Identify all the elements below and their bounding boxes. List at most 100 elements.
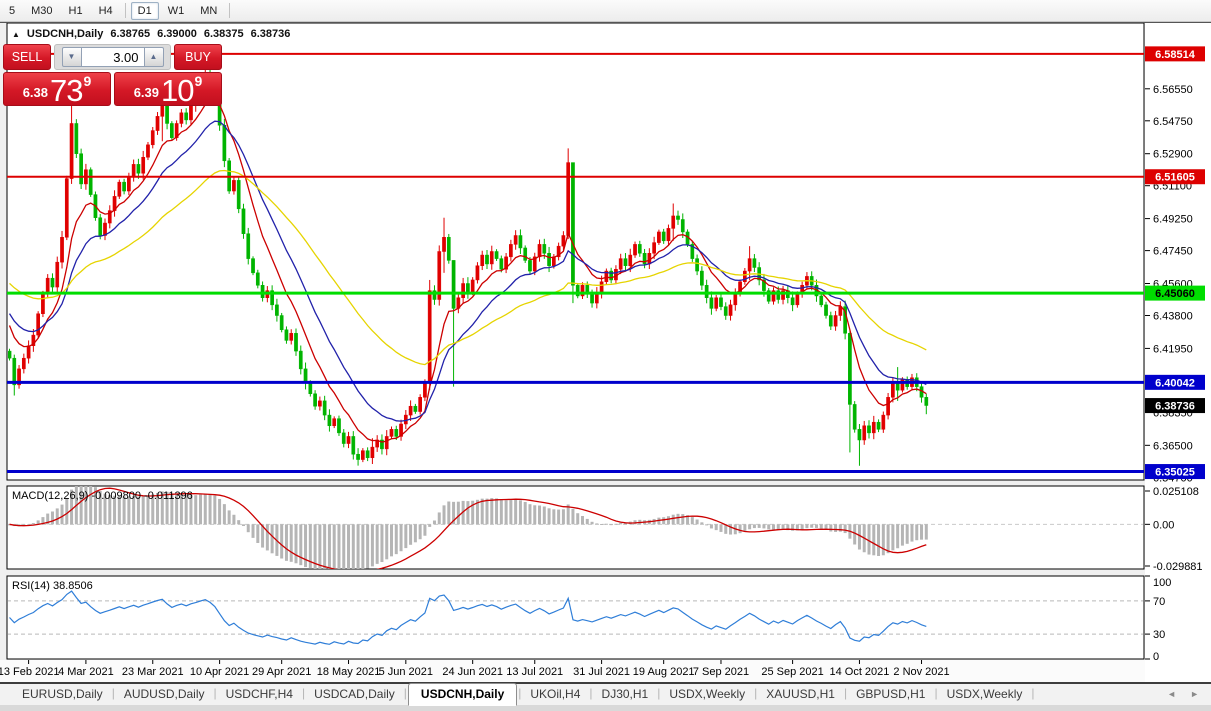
tab-separator: | [754, 686, 758, 700]
buy-price-big: 10 [161, 73, 194, 108]
ma-line-18 [8, 120, 927, 422]
price-axis: 6.565506.547506.529006.511006.492506.474… [1145, 84, 1193, 484]
tab-separator: | [657, 686, 661, 700]
macd-axis-label: -0.029881 [1153, 561, 1203, 573]
buy-price-tile[interactable]: 6.39 10 9 [114, 72, 222, 106]
date-label: 13 Feb 2021 [0, 666, 59, 678]
ma-line-9 [8, 98, 927, 443]
tab-ukoil-h4[interactable]: UKOil,H4 [530, 687, 581, 701]
tab-dj30-h1[interactable]: DJ30,H1 [601, 687, 649, 701]
rsi-axis-label: 30 [1153, 629, 1165, 641]
chart-title: USDCNH,Daily [26, 28, 104, 40]
buy-price-sup: 9 [194, 73, 203, 89]
rsi-axis-label: 100 [1153, 577, 1171, 589]
timeframe-m15-partial-button[interactable]: 5 [2, 2, 22, 20]
tab-usdx-weekly[interactable]: USDX,Weekly [946, 687, 1023, 701]
timeframe-d1-button[interactable]: D1 [130, 1, 159, 20]
price-tick: 6.36500 [1153, 440, 1193, 452]
chart-canvas[interactable]: 6.565506.547506.529006.511006.492506.474… [0, 22, 1211, 682]
volume-input[interactable] [81, 47, 144, 67]
date-label: 25 Sep 2021 [761, 666, 823, 678]
sell-button[interactable]: SELL [3, 44, 51, 70]
price-badge-text: 6.58514 [1155, 49, 1196, 61]
date-label: 10 Apr 2021 [190, 666, 249, 678]
close-value: 6.38736 [250, 28, 291, 40]
chart-window: 6.56550 6.54750 6.52900 6.51100 6.49250 6.474… [0, 22, 1211, 682]
timeframe-h4-button[interactable]: H4 [92, 2, 120, 20]
price-badge [1145, 374, 1205, 390]
tab-separator: | [934, 686, 938, 700]
rsi-axis-label: 0 [1153, 651, 1159, 663]
date-label: 31 Jul 2021 [573, 666, 630, 678]
price-badge [1145, 169, 1205, 185]
tab-usdcnh-daily[interactable]: USDCNH,Daily [407, 683, 518, 706]
price-tick: 6.52900 [1153, 149, 1193, 161]
low-value: 6.38375 [203, 28, 244, 40]
tab-separator: | [589, 686, 593, 700]
tab-separator: | [518, 686, 522, 700]
rsi-axis-label: 70 [1153, 596, 1165, 608]
price-badge-text: 6.51605 [1155, 172, 1195, 184]
ma-line-45 [9, 169, 927, 366]
pane-backgrounds [0, 22, 1211, 682]
sell-price-tile[interactable]: 6.38 73 9 [3, 72, 111, 106]
ma-lines [8, 98, 927, 443]
date-label: 23 Mar 2021 [122, 666, 184, 678]
price-tick: 6.54750 [1153, 116, 1193, 128]
price-badge [1145, 46, 1205, 62]
tab-separator: | [403, 686, 407, 700]
open-value: 6.38765 [110, 28, 151, 40]
tab-usdcad-daily[interactable]: USDCAD,Daily [314, 687, 395, 701]
tab-separator: | [111, 686, 115, 700]
volume-decrease-button[interactable]: ▼ [61, 47, 82, 67]
buy-price-prefix: 6.39 [133, 85, 160, 100]
timeframe-h1-button[interactable]: H1 [62, 2, 90, 20]
tab-usdx-weekly[interactable]: USDX,Weekly [669, 687, 746, 701]
tab-eurusd-daily[interactable]: EURUSD,Daily [22, 687, 103, 701]
timeframe-w1-button[interactable]: W1 [161, 2, 192, 20]
price-badge-text: 6.38736 [1155, 401, 1195, 413]
tab-gbpusd-h1[interactable]: GBPUSD,H1 [856, 687, 926, 701]
tabs-scroll-left-icon[interactable]: ◄ [1167, 689, 1177, 699]
date-label: 2 Nov 2021 [893, 666, 949, 678]
chart-header: ▲ USDCNH,Daily 6.38765 6.39000 6.38375 6… [12, 28, 290, 40]
macd-axis-label: 0.00 [1153, 519, 1174, 531]
date-label: 5 Jun 2021 [379, 666, 433, 678]
timeframe-m30-button[interactable]: M30 [24, 2, 59, 20]
macd-pane [8, 486, 1143, 569]
timeframe-mn-button[interactable]: MN [193, 2, 224, 20]
date-label: 13 Jul 2021 [506, 666, 563, 678]
price-badges: 6.58514 6.51605 6.45060 6.40042 6.38736 6.350… [1145, 46, 1205, 480]
price-tick: 6.56550 [1153, 84, 1193, 96]
buy-button[interactable]: BUY [174, 44, 222, 70]
macd-label: MACD(12,26,9) -0.009800 -0.011396 [12, 490, 193, 502]
date-label: 24 Jun 2021 [442, 666, 503, 678]
price-badge [1145, 464, 1205, 480]
date-label: 18 May 2021 [317, 666, 381, 678]
macd-axis: 0.025108 0.00 -0.029881 [1145, 486, 1203, 573]
tab-usdchf-h4[interactable]: USDCHF,H4 [225, 687, 293, 701]
timeframe-toolbar: 5 M30 H1 H4 D1 W1 MN [0, 0, 1211, 22]
price-tick: 6.47450 [1153, 246, 1193, 258]
tab-scroll-arrows: ◄ ► [1167, 689, 1199, 705]
tab-audusd-daily[interactable]: AUDUSD,Daily [123, 687, 205, 701]
price-badge [1145, 398, 1205, 414]
date-label: 7 Sep 2021 [693, 666, 749, 678]
collapse-icon[interactable]: ▲ [12, 29, 20, 39]
price-badge-text: 6.45060 [1155, 288, 1195, 300]
price-tick: 6.49250 [1153, 214, 1193, 226]
rsi-pane [8, 590, 1143, 645]
tabs-scroll-right-icon[interactable]: ► [1190, 689, 1199, 699]
macd-axis-label: 0.025108 [1153, 486, 1199, 498]
price-tick: 6.41950 [1153, 343, 1193, 355]
sr-lines [7, 52, 1144, 474]
rsi-axis: 100 70 30 0 [1145, 575, 1171, 663]
chart-tabbar: EURUSD,Daily | AUDUSD,Daily | USDCHF,H4 | USDC… [0, 682, 1211, 706]
tab-xauusd-h1[interactable]: XAUUSD,H1 [766, 687, 835, 701]
high-value: 6.39000 [157, 28, 197, 40]
date-label: 4 Mar 2021 [58, 666, 114, 678]
volume-increase-button[interactable]: ▲ [143, 47, 164, 67]
rsi-title: RSI(14) 38.8506 [12, 580, 93, 592]
sell-price-big: 73 [50, 73, 83, 108]
